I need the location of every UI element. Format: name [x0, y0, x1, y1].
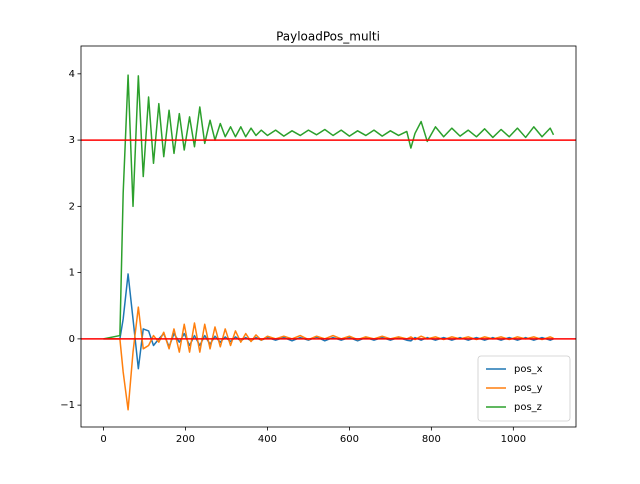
legend-box [477, 355, 571, 422]
y-tick-label: 1 [69, 268, 75, 279]
series-line [103, 74, 555, 340]
plot-area [81, 74, 576, 411]
legend-label: pos_z [514, 402, 542, 413]
y-tick-label: −1 [60, 400, 75, 411]
legend-label: pos_y [514, 383, 543, 394]
x-tick-label: 800 [422, 434, 441, 445]
y-tick-label: 4 [69, 69, 75, 80]
legend-label: pos_x [514, 364, 543, 375]
y-tick-label: 2 [69, 201, 75, 212]
x-tick-label: 200 [176, 434, 195, 445]
y-tick-label: 3 [69, 135, 75, 146]
y-tick-label: 0 [69, 334, 75, 345]
x-tick-label: 1000 [501, 434, 526, 445]
x-tick-label: 400 [258, 434, 277, 445]
x-tick-label: 600 [340, 434, 359, 445]
chart-title: PayloadPos_multi [276, 30, 380, 44]
axes-frame [80, 45, 577, 428]
series-line [103, 306, 554, 411]
x-tick-label: 0 [100, 434, 106, 445]
